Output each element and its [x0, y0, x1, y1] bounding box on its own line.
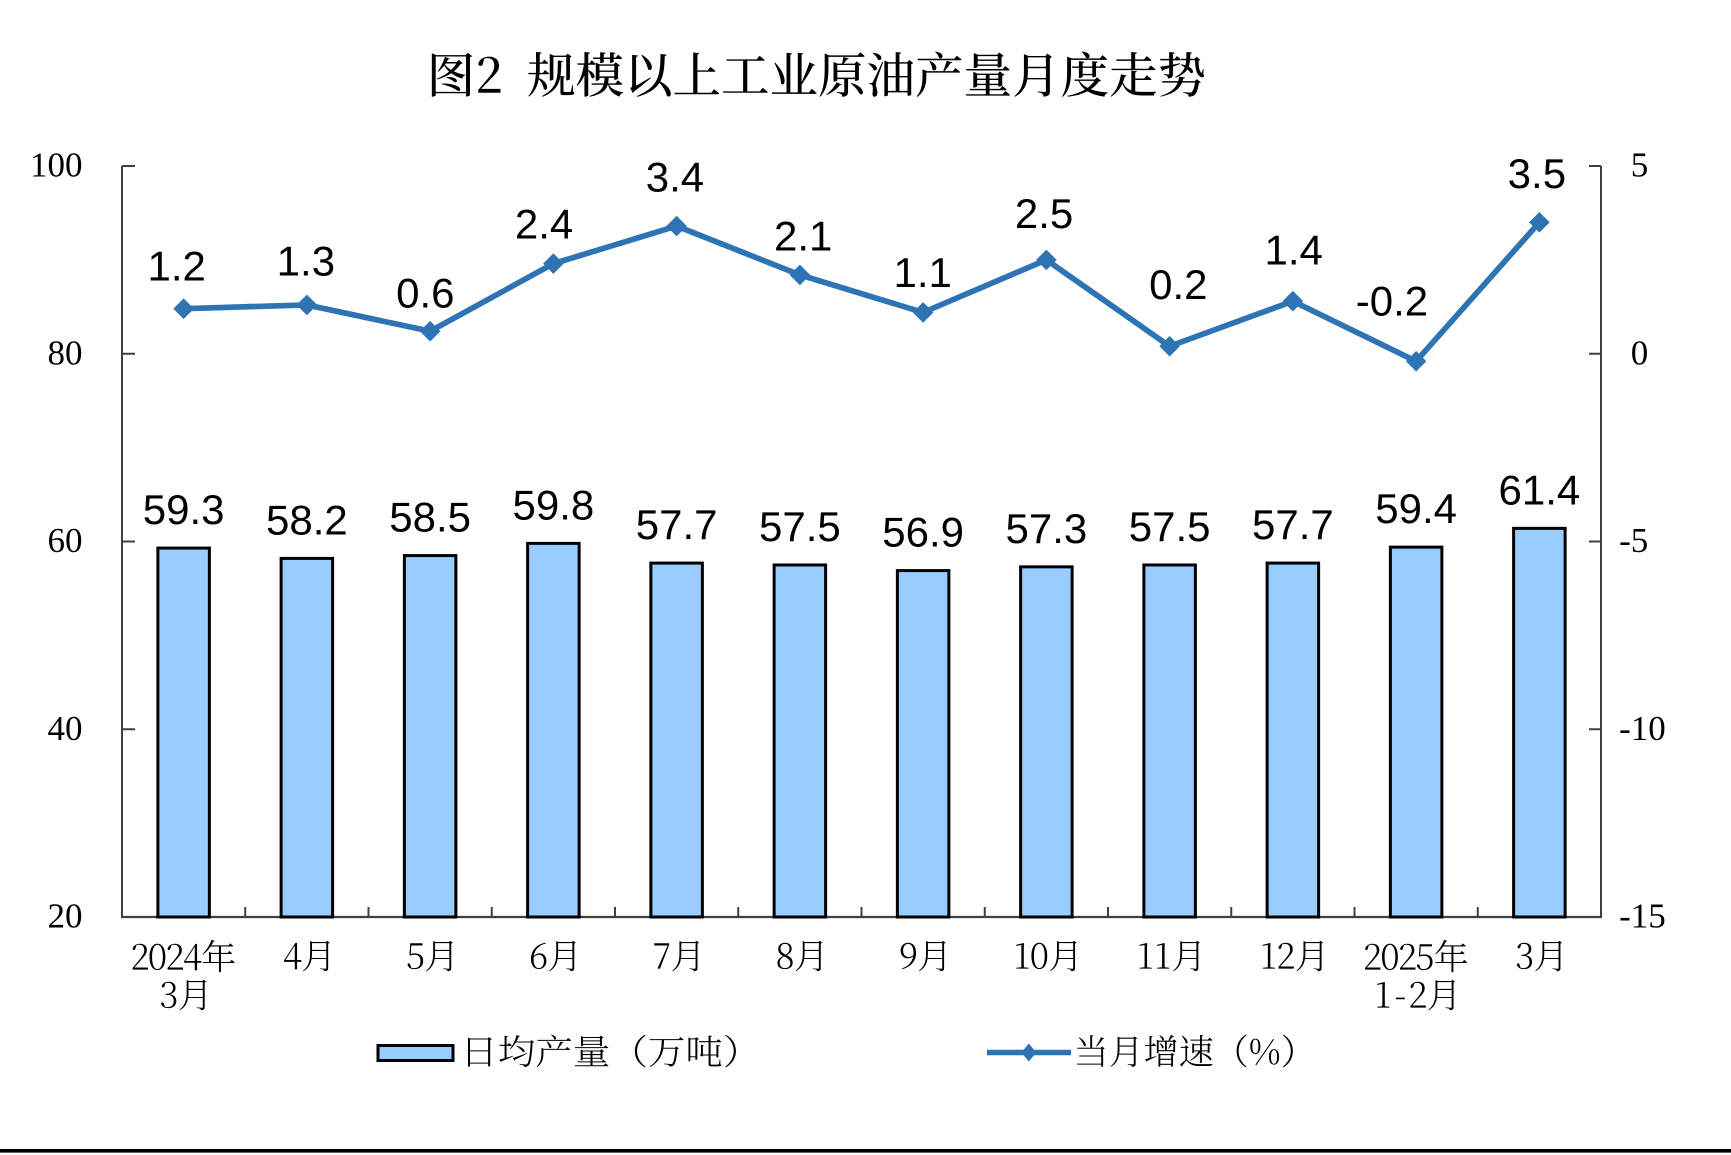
svg-text:1.2: 1.2 — [148, 242, 206, 289]
svg-text:57.5: 57.5 — [759, 503, 841, 550]
svg-text:57.7: 57.7 — [1252, 501, 1334, 548]
svg-text:1.1: 1.1 — [894, 249, 952, 296]
svg-text:20: 20 — [48, 897, 83, 936]
svg-text:-5: -5 — [1619, 521, 1648, 560]
svg-text:57.5: 57.5 — [1129, 503, 1211, 550]
svg-text:59.3: 59.3 — [143, 486, 225, 533]
svg-text:-10: -10 — [1619, 709, 1666, 748]
svg-text:100: 100 — [30, 146, 83, 185]
svg-text:59.4: 59.4 — [1375, 485, 1457, 532]
svg-text:2.4: 2.4 — [515, 200, 573, 247]
svg-text:3.4: 3.4 — [646, 154, 704, 201]
svg-text:3.5: 3.5 — [1508, 150, 1566, 197]
svg-text:5: 5 — [1631, 146, 1649, 185]
svg-text:80: 80 — [48, 333, 83, 372]
svg-text:60: 60 — [48, 521, 83, 560]
svg-text:56.9: 56.9 — [882, 509, 964, 556]
svg-text:59.8: 59.8 — [513, 481, 595, 528]
svg-text:1.4: 1.4 — [1264, 226, 1322, 273]
svg-text:2.1: 2.1 — [774, 212, 832, 259]
svg-text:-0.2: -0.2 — [1356, 277, 1428, 324]
svg-text:1.3: 1.3 — [277, 237, 335, 284]
svg-text:0: 0 — [1631, 333, 1649, 372]
svg-text:2.5: 2.5 — [1015, 190, 1073, 237]
svg-text:40: 40 — [48, 709, 83, 748]
svg-text:57.7: 57.7 — [636, 501, 718, 548]
svg-text:0.2: 0.2 — [1149, 261, 1207, 308]
svg-text:58.2: 58.2 — [266, 496, 348, 543]
svg-text:57.3: 57.3 — [1006, 505, 1088, 552]
svg-text:61.4: 61.4 — [1499, 466, 1581, 513]
svg-text:58.5: 58.5 — [389, 494, 471, 541]
svg-text:0.6: 0.6 — [396, 270, 454, 317]
svg-text:-15: -15 — [1619, 897, 1666, 936]
